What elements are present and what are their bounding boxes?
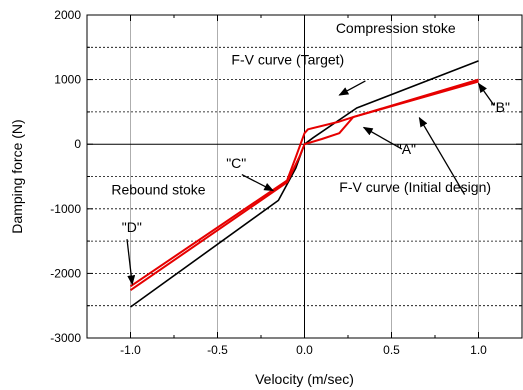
x-axis-label: Velocity (m/sec) [255, 371, 354, 387]
y-tick-label: -2000 [50, 266, 81, 280]
annotation-text: Compression stoke [336, 20, 456, 36]
y-tick-labels: -3000 -2000 -1000 0 1000 2000 [50, 8, 81, 345]
y-tick-label: 1000 [54, 73, 81, 87]
y-tick-label: 0 [74, 137, 81, 151]
annotation-arrow [362, 126, 403, 150]
annotation-text: Rebound stoke [111, 182, 205, 198]
x-tick-label: -0.5 [207, 343, 228, 357]
series-line-3 [129, 80, 479, 292]
annotation-arrow [126, 239, 136, 286]
x-tick-label: 1.0 [470, 343, 487, 357]
annotation-arrow [241, 173, 275, 192]
series-lines [129, 60, 479, 308]
annotation-text: F-V curve (Target) [231, 52, 344, 68]
annotation-arrow [477, 82, 495, 106]
annotation-text: "B" [491, 99, 510, 115]
annotation-text: F-V curve (Initial design) [339, 179, 491, 195]
series-line-2 [129, 78, 479, 288]
y-tick-label: 2000 [54, 8, 81, 22]
annotation-arrow [338, 80, 366, 96]
axis-ticks [86, 14, 523, 339]
annotation-arrows [126, 80, 495, 286]
annotations: Compression stoke F-V curve (Target) F-V c… [111, 20, 510, 235]
x-tick-labels: -1.0 -0.5 0.0 0.5 1.0 [120, 343, 487, 357]
annotation-text: "A" [397, 141, 416, 157]
y-tick-label: -1000 [50, 202, 81, 216]
x-tick-label: -1.0 [120, 343, 141, 357]
annotation-text: "C" [226, 155, 246, 171]
y-axis-label: Damping force (N) [9, 119, 25, 233]
y-tick-label: -3000 [50, 331, 81, 345]
annotation-arrow [418, 116, 466, 195]
x-tick-label: 0.5 [383, 343, 400, 357]
annotation-text: "D" [122, 219, 142, 235]
x-tick-label: 0.0 [296, 343, 313, 357]
